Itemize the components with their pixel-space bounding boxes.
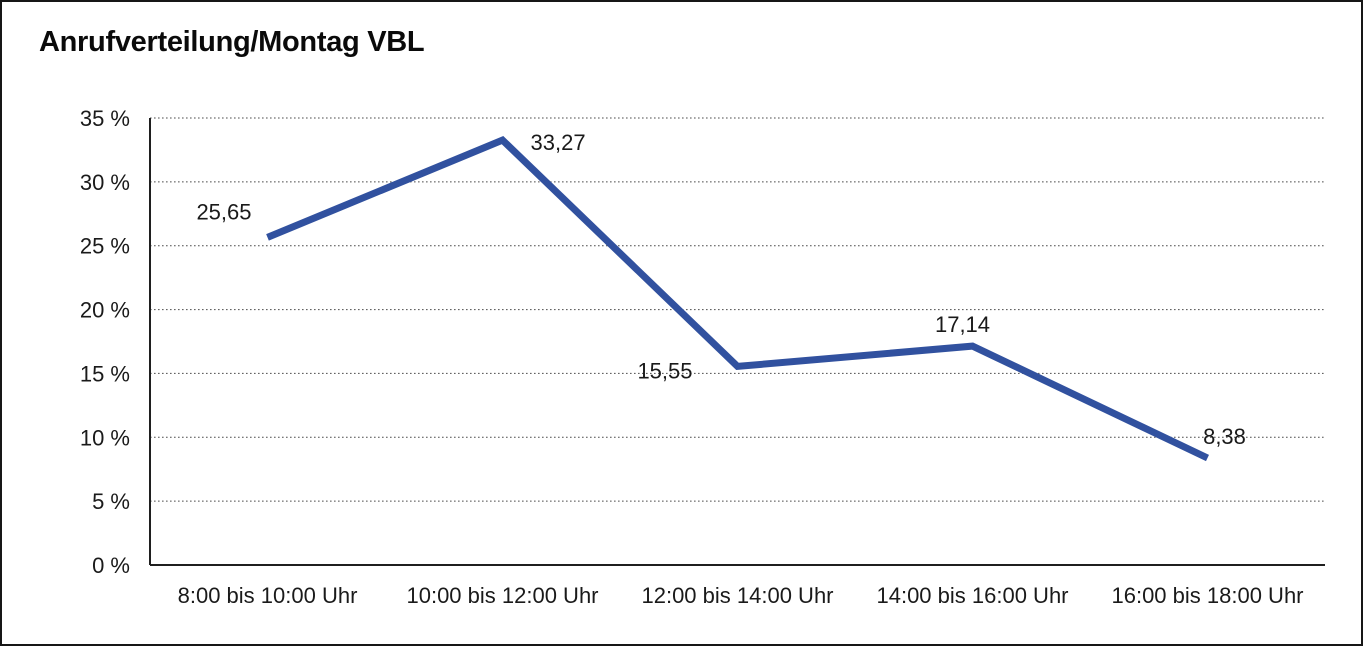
series-line [266, 135, 1210, 462]
x-category-label: 14:00 bis 16:00 Uhr [876, 583, 1068, 608]
y-tick-label: 15 % [80, 361, 130, 386]
point-value-label: 25,65 [196, 199, 251, 224]
y-tick-label: 35 % [80, 106, 130, 131]
y-tick-label: 30 % [80, 170, 130, 195]
point-value-label: 33,27 [531, 130, 586, 155]
x-category-label: 12:00 bis 14:00 Uhr [641, 583, 833, 608]
y-tick-label: 20 % [80, 298, 130, 323]
y-tick-label: 5 % [92, 489, 130, 514]
y-tick-label: 10 % [80, 425, 130, 450]
chart-title: Anrufverteilung/Montag VBL [39, 26, 425, 58]
point-value-label: 8,38 [1203, 424, 1246, 449]
point-value-label: 15,55 [637, 358, 692, 383]
x-category-label: 16:00 bis 18:00 Uhr [1111, 583, 1303, 608]
x-category-label: 8:00 bis 10:00 Uhr [178, 583, 358, 608]
y-tick-label: 0 % [92, 553, 130, 578]
point-value-label: 17,14 [935, 312, 990, 337]
x-category-label: 10:00 bis 12:00 Uhr [406, 583, 598, 608]
y-tick-label: 25 % [80, 234, 130, 259]
